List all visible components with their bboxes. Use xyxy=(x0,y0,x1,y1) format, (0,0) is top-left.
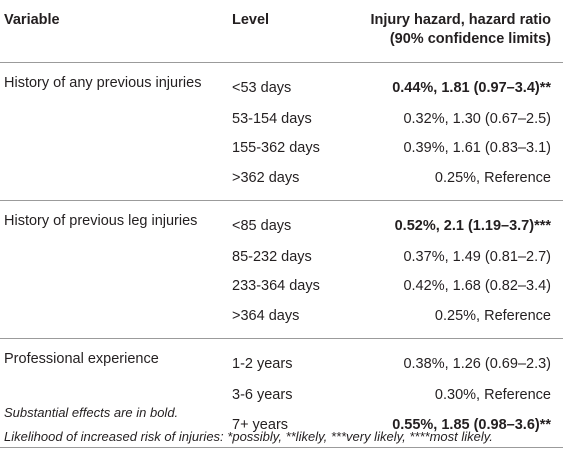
group-any-previous-injuries: History of any previous injuries <53 day… xyxy=(0,62,563,200)
footnote-likelihood: Likelihood of increased risk of injuries… xyxy=(4,429,493,444)
table-row: >362 days 0.25%, Reference xyxy=(0,163,563,201)
value-cell: 0.55%, 1.85 (0.98–3.6)** xyxy=(392,416,551,433)
level-cell: >362 days xyxy=(232,169,300,186)
header-hazard-line1: Injury hazard, hazard ratio xyxy=(370,12,552,28)
table-row: 85-232 days 0.37%, 1.49 (0.81–2.7) xyxy=(0,243,563,272)
variable-cell: Professional experience xyxy=(4,350,159,367)
variable-cell-empty xyxy=(0,272,232,301)
level-cell: <85 days xyxy=(232,218,292,234)
level-cell: >364 days xyxy=(232,307,300,324)
variable-cell-empty xyxy=(0,105,232,134)
table-row: History of previous leg injuries <85 day… xyxy=(0,200,563,243)
variable-cell: History of any previous injuries xyxy=(4,74,202,91)
table-row: >364 days 0.25%, Reference xyxy=(0,301,563,339)
level-cell: 1-2 years xyxy=(232,356,293,372)
value-cell: 0.37%, 1.49 (0.81–2.7) xyxy=(403,248,551,265)
value-cell: 0.32%, 1.30 (0.67–2.5) xyxy=(403,110,551,127)
value-cell: 0.44%, 1.81 (0.97–3.4)** xyxy=(392,80,551,96)
level-cell: 233-364 days xyxy=(232,277,320,294)
variable-cell-empty xyxy=(0,163,232,201)
table-header: Variable Level Injury hazard, hazard rat… xyxy=(0,0,563,62)
value-cell: 0.39%, 1.61 (0.83–3.1) xyxy=(403,139,551,156)
level-cell: 7+ years xyxy=(232,416,289,433)
value-cell: 0.25%, Reference xyxy=(434,169,551,186)
value-cell: 0.25%, Reference xyxy=(434,307,551,324)
level-cell: 53-154 days xyxy=(232,110,312,127)
value-cell: 0.30%, Reference xyxy=(434,386,551,403)
variable-cell-empty xyxy=(0,134,232,163)
variable-cell-empty xyxy=(0,301,232,339)
level-cell: 155-362 days xyxy=(232,139,320,156)
injury-hazard-table: Variable Level Injury hazard, hazard rat… xyxy=(0,0,563,447)
variable-cell-empty xyxy=(0,243,232,272)
level-cell: 3-6 years xyxy=(232,386,293,403)
footnote-bold: Substantial effects are in bold. xyxy=(4,405,179,420)
table-row: History of any previous injuries <53 day… xyxy=(0,62,563,105)
header-level: Level xyxy=(232,12,270,28)
table-row: 53-154 days 0.32%, 1.30 (0.67–2.5) xyxy=(0,105,563,134)
header-hazard: Injury hazard, hazard ratio (90% confide… xyxy=(364,0,563,62)
value-cell: 0.42%, 1.68 (0.82–3.4) xyxy=(403,277,551,294)
group-professional-experience: Professional experience 1-2 years 0.38%,… xyxy=(0,338,563,447)
level-cell: <53 days xyxy=(232,80,292,96)
table-row: 3-6 years 0.30%, Reference xyxy=(0,381,563,410)
header-row: Variable Level Injury hazard, hazard rat… xyxy=(0,0,563,62)
table-footnotes: Substantial effects are in bold. Likelih… xyxy=(4,401,493,449)
value-cell: 0.52%, 2.1 (1.19–3.7)*** xyxy=(394,218,551,234)
level-cell: 85-232 days xyxy=(232,248,312,265)
header-variable: Variable xyxy=(4,12,60,28)
table-row: 7+ years 0.55%, 1.85 (0.98–3.6)** xyxy=(0,410,563,448)
table-row: 155-362 days 0.39%, 1.61 (0.83–3.1) xyxy=(0,134,563,163)
table-row: Professional experience 1-2 years 0.38%,… xyxy=(0,338,563,381)
table-row: 233-364 days 0.42%, 1.68 (0.82–3.4) xyxy=(0,272,563,301)
group-previous-leg-injuries: History of previous leg injuries <85 day… xyxy=(0,200,563,338)
value-cell: 0.38%, 1.26 (0.69–2.3) xyxy=(403,356,551,372)
header-hazard-line2: (90% confidence limits) xyxy=(389,31,551,47)
variable-cell: History of previous leg injuries xyxy=(4,212,198,229)
